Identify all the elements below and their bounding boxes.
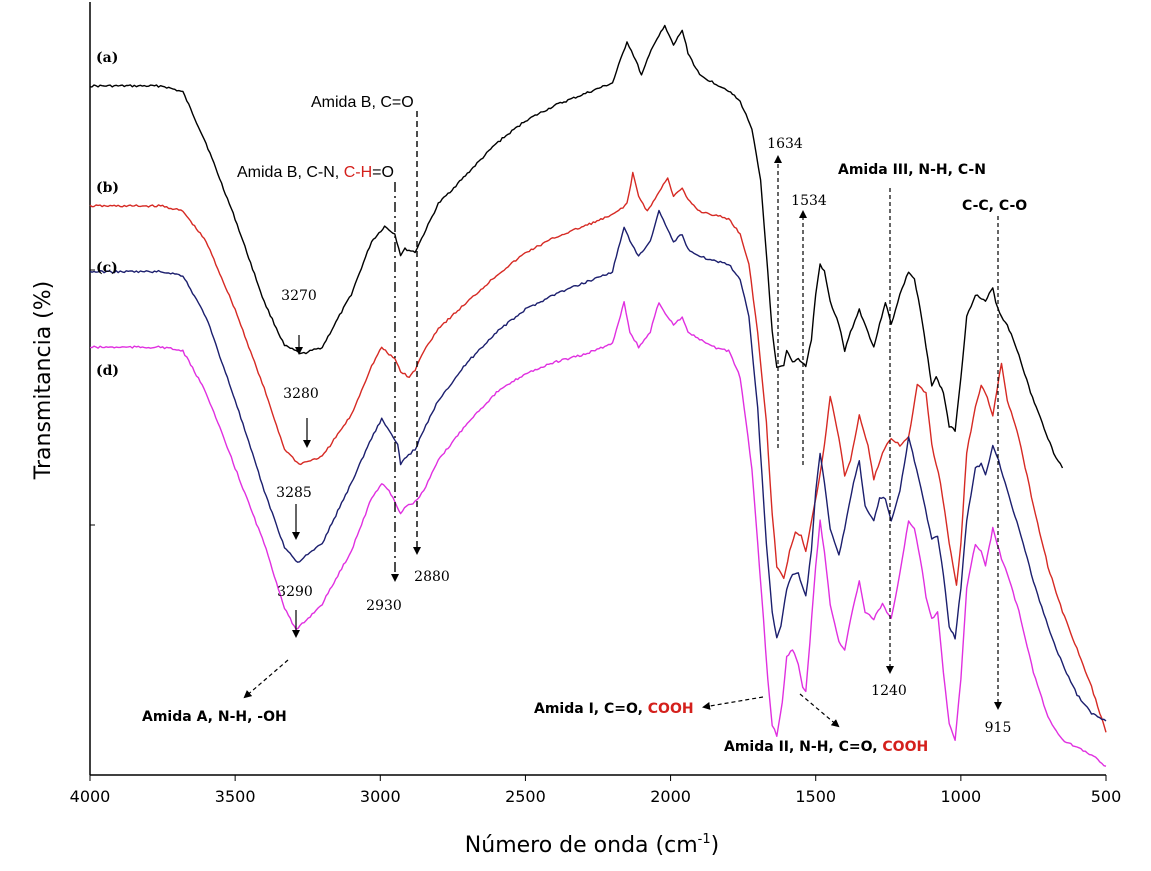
x-axis-ticks: 4000 3500 3000 2500 2000 1500 1000 500	[70, 775, 1122, 806]
peak-label-1240: 1240	[871, 683, 907, 699]
peak-label-3280: 3280	[283, 386, 319, 402]
peak-label-3285: 3285	[276, 485, 312, 501]
annotation-amida-i: Amida I, C=O, COOH	[534, 701, 694, 717]
x-tick-label: 2500	[505, 787, 546, 806]
x-tick-label: 1500	[795, 787, 836, 806]
annotation-cc-co: C-C, C-O	[962, 198, 1027, 214]
x-tick-label: 500	[1091, 787, 1122, 806]
series-label-c: (c)	[96, 260, 118, 276]
annotation-amida-a: Amida A, N-H, -OH	[142, 709, 287, 725]
x-tick-label: 3000	[360, 787, 401, 806]
series-label-d: (d)	[96, 363, 119, 379]
spectra	[89, 24, 1107, 767]
y-axis-title: Transmitancia (%)	[31, 281, 56, 480]
amida-ii-arrow	[799, 693, 840, 728]
annotation-amida-b-co: Amida B, C=O	[311, 94, 414, 111]
peak-label-915: 915	[985, 720, 1012, 736]
x-tick-label: 1000	[940, 787, 981, 806]
peak-label-3270: 3270	[281, 288, 317, 304]
series-label-a: (a)	[96, 50, 118, 66]
series-line-a	[89, 24, 1064, 469]
x-tick-label: 3500	[215, 787, 256, 806]
peak-label-3290: 3290	[277, 584, 313, 600]
peak-label-1634: 1634	[767, 136, 803, 152]
x-tick-label: 2000	[650, 787, 691, 806]
x-axis-title: Número de onda (cm-1)	[465, 832, 719, 858]
peak-label-1534: 1534	[791, 193, 827, 209]
series-line-b	[89, 171, 1107, 733]
annotation-amida-b-cn: Amida B, C-N, C-H=O	[237, 164, 394, 181]
annotation-amida-ii: Amida II, N-H, C=O, COOH	[724, 739, 928, 755]
x-tick-label: 4000	[70, 787, 111, 806]
annotation-amida-iii: Amida III, N-H, C-N	[838, 162, 986, 178]
series-label-b: (b)	[96, 180, 119, 196]
peak-label-2880: 2880	[414, 569, 450, 585]
amida-i-arrow	[702, 696, 764, 710]
series-line-c	[89, 209, 1107, 722]
peak-label-2930: 2930	[366, 598, 402, 614]
amida-a-arrow	[243, 659, 289, 699]
series-line-d	[89, 301, 1107, 767]
